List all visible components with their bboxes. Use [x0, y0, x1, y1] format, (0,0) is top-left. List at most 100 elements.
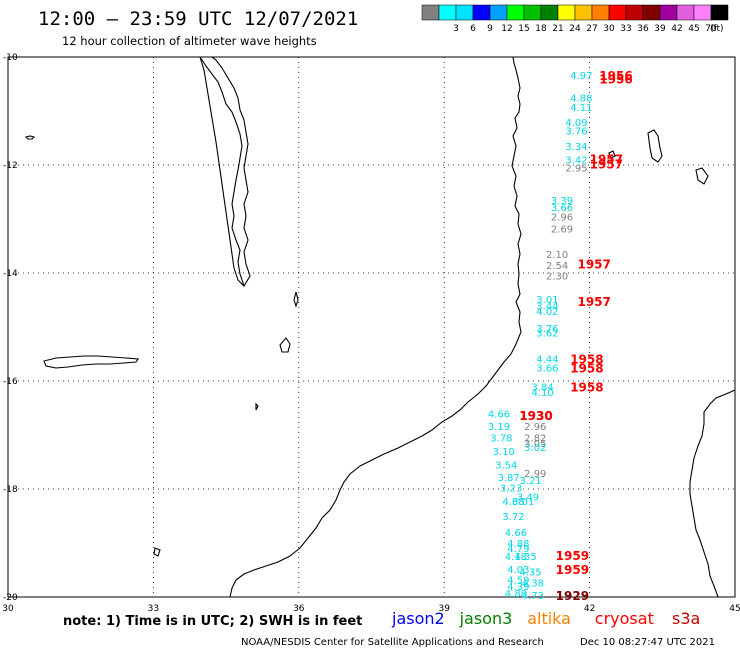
swh-observations: 4.974.884.114.093.763.343.422.953.393.66… [488, 71, 593, 602]
colorbar-tick-label: 9 [487, 24, 493, 34]
colorbar-swatch [523, 4, 542, 21]
swh-value-label: 3.49 [517, 493, 539, 504]
swh-value-label: 3.05 [524, 439, 546, 450]
colorbar-tick-label: 27 [586, 24, 597, 34]
comoros-island-3 [608, 150, 616, 159]
coastline-africa-east [229, 56, 522, 598]
colorbar-swatch [693, 4, 712, 21]
colorbar-tick-label: 30 [603, 24, 615, 34]
pass-time-label: 1959 [556, 563, 589, 577]
lake-small-1 [24, 135, 36, 140]
pass-time-label: 1956 [599, 69, 632, 83]
swh-value-label: 4.88 [505, 589, 527, 600]
map-frame [7, 56, 736, 598]
latitude-tick-label: -20 [3, 593, 18, 603]
swh-value-label: 2.10 [546, 250, 568, 261]
swh-value-label: 2.54 [546, 261, 568, 272]
swh-value-label: 2.69 [551, 225, 573, 236]
lake-west-outline [43, 355, 139, 369]
coastline [24, 56, 736, 598]
coastline-madagascar-west [689, 389, 736, 598]
swh-value-label: 2.96 [551, 212, 573, 223]
swh-value-label: 2.99 [524, 469, 546, 480]
colorbar-tick-label: 12 [501, 24, 512, 34]
swh-value-label: 3.42 [565, 156, 587, 167]
colorbar-tick-label: 3 [453, 24, 459, 34]
lat-lon-gridlines [8, 57, 735, 597]
colorbar-swatch [642, 4, 661, 21]
swh-value-label: 4.59 [507, 576, 529, 587]
swh-value-label: 4.88 [507, 539, 529, 550]
swh-value-label: 3.44 [536, 301, 558, 312]
pass-time-label: 1930 [519, 409, 552, 423]
swh-value-label: 3.21 [519, 476, 541, 487]
colorbar-swatch [472, 4, 491, 21]
colorbar-swatch [489, 4, 508, 21]
swh-value-label: 4.73 [522, 591, 544, 602]
swh-value-label: 3.19 [488, 422, 510, 433]
map-area: 30 33 36 39 42 45 -10 -12 -14 -16 -18 -20 4.97 4.88… [2, 53, 740, 614]
colorbar-unit-label: (ft) [710, 24, 724, 34]
footer-timestamp: Dec 10 08:27:47 UTC 2021 [580, 637, 715, 648]
dot-islet [255, 402, 259, 411]
swh-value-label: 2.30 [546, 272, 568, 283]
colorbar-swatch [659, 4, 678, 21]
latitude-tick-label: -12 [3, 161, 18, 171]
swh-value-label: 4.39 [507, 582, 529, 593]
pass-time-label: 1958 [570, 362, 603, 376]
swh-value-label: 4.03 [507, 565, 529, 576]
page-title: 12:00 — 23:59 UTC 12/07/2021 [38, 8, 358, 30]
swh-value-label: 4.79 [507, 544, 529, 555]
swh-value-label: 4.10 [531, 388, 553, 399]
colorbar-tick-label: 39 [654, 24, 666, 34]
colorbar-tick-label: 33 [620, 24, 631, 34]
latitude-tick-label: -16 [3, 377, 18, 387]
longitude-tick-label: 45 [729, 604, 740, 614]
swh-value-label: 3.66 [551, 203, 573, 214]
legend-note: note: 1) Time is in UTC; 2) SWH is in fe… [63, 614, 362, 629]
swh-value-label: 3.54 [495, 461, 517, 472]
colorbar-swatch [608, 4, 627, 21]
swh-value-label: 4.09 [565, 118, 587, 129]
pass-time-label: 1957 [577, 257, 610, 271]
swh-value-label: 3.76 [536, 324, 558, 335]
latitude-labels: -10 -12 -14 -16 -18 -20 [3, 53, 18, 603]
colorbar-swatch [676, 4, 695, 21]
longitude-tick-label: 30 [2, 604, 14, 614]
colorbar-tick-label: 18 [535, 24, 547, 34]
swh-value-label: 4.66 [488, 409, 510, 420]
longitude-tick-label: 36 [293, 604, 305, 614]
pass-time-label: 1956 [599, 73, 632, 87]
pass-time-label: 1957 [577, 295, 610, 309]
latitude-tick-label: -14 [3, 269, 18, 279]
colorbar-swatch [591, 4, 610, 21]
swh-value-label: 3.84 [531, 382, 553, 393]
pass-time-label: 1958 [570, 352, 603, 366]
colorbar-tick-label: 21 [552, 24, 563, 34]
swh-value-label: 3.10 [493, 447, 515, 458]
swh-value-label: 3.76 [565, 126, 587, 137]
colorbar-tick-label: 15 [518, 24, 529, 34]
swh-value-label: 3.87 [498, 473, 520, 484]
swh-value-label: 2.95 [565, 164, 587, 175]
colorbar-swatch [710, 4, 729, 21]
colorbar-swatch [421, 4, 440, 21]
lake-small-4 [153, 547, 161, 557]
swh-value-label: 4.35 [519, 568, 541, 579]
swh-value-label: 2.82 [524, 434, 546, 445]
colorbar-tick-label: 36 [637, 24, 649, 34]
satellite-legend-entry: cryosat [595, 609, 654, 628]
comoros-island-2 [695, 167, 709, 185]
swh-value-label: 4.44 [536, 354, 558, 365]
colorbar-swatch [455, 4, 474, 21]
pass-time-label: 1930 [519, 409, 552, 423]
colorbar-swatch [506, 4, 525, 21]
satellite-legend-entry: jason3 [459, 609, 513, 628]
pass-time-label: 1929 [556, 589, 589, 603]
colorbar-tick-label: 42 [671, 24, 682, 34]
swh-value-label: 3.72 [502, 512, 524, 523]
longitude-tick-label: 33 [148, 604, 159, 614]
swh-value-label: 4.97 [570, 71, 592, 82]
colorbar-swatch [625, 4, 644, 21]
